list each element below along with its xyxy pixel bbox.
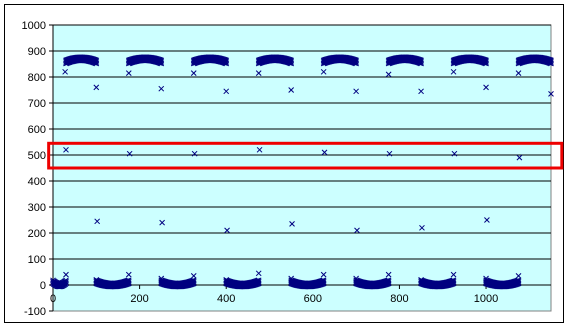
marker-stroke (223, 59, 230, 65)
x-tick-labels: 0 200 400 600 800 1000 (50, 293, 498, 305)
y-tick-label: 300 (28, 202, 46, 214)
y-tick-label: 600 (28, 124, 46, 136)
x-tick-label: 200 (130, 293, 148, 305)
gridlines (53, 24, 551, 286)
marker-stroke (190, 279, 197, 285)
data-point (93, 59, 100, 65)
y-tick-label: 800 (28, 72, 46, 84)
data-point (223, 60, 230, 67)
data-point (223, 59, 230, 65)
marker-stroke (93, 59, 100, 65)
x-tick-label: 800 (390, 293, 408, 305)
marker-stroke (93, 60, 100, 67)
marker-stroke (125, 279, 132, 285)
x-tick-label: 600 (304, 293, 322, 305)
marker-stroke (63, 279, 69, 285)
data-point (158, 60, 165, 67)
marker-stroke (158, 59, 165, 65)
marker-stroke (190, 277, 197, 284)
data-points (50, 54, 554, 290)
marker-stroke (223, 60, 230, 67)
marker-stroke (125, 277, 132, 284)
y-tick-label: 0 (40, 280, 46, 292)
data-point (190, 279, 197, 285)
y-tick-label: 100 (28, 254, 46, 266)
y-tick-label: 1000 (22, 20, 46, 32)
data-point (63, 279, 69, 285)
marker-stroke (63, 277, 69, 284)
data-point (125, 279, 132, 285)
x-tick-label: 1000 (474, 293, 498, 305)
y-tick-label: 900 (28, 46, 46, 58)
y-tick-label: 700 (28, 98, 46, 110)
data-point (93, 60, 100, 67)
y-tick-label: 200 (28, 228, 46, 240)
data-point (63, 277, 69, 284)
data-point (190, 277, 197, 284)
x-tick-label: 400 (217, 293, 235, 305)
y-tick-label: 400 (28, 176, 46, 188)
data-point (125, 277, 132, 284)
x-tick-label: 0 (50, 293, 56, 305)
y-tick-label: -100 (24, 306, 46, 318)
y-tick-labels: -100 0 100 200 300 400 500 600 700 800 900 1000 (22, 20, 46, 318)
marker-stroke (158, 60, 165, 67)
y-tick-label: 500 (28, 150, 46, 162)
data-point (158, 59, 165, 65)
